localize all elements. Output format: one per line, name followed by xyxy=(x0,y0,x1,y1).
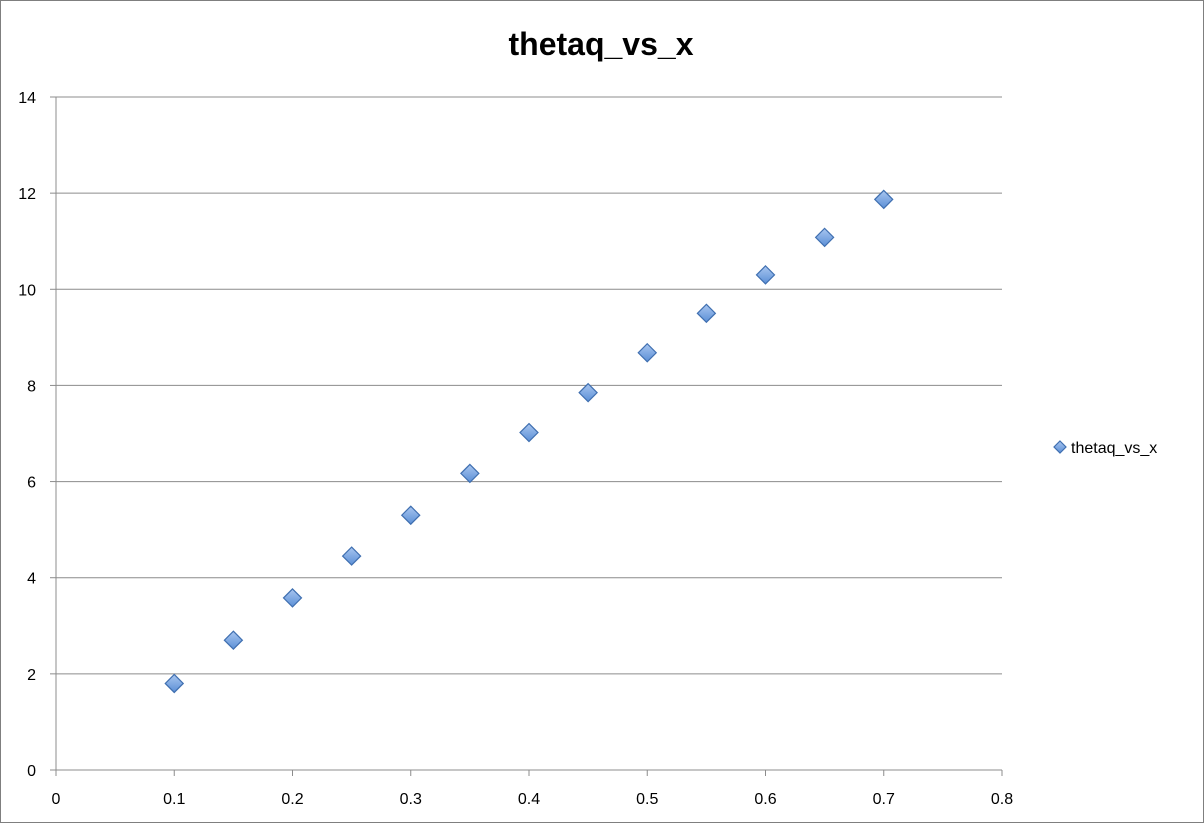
x-tick-label: 0.3 xyxy=(400,791,422,808)
x-tick-label: 0.8 xyxy=(991,791,1013,808)
y-tick-label: 2 xyxy=(27,667,36,684)
data-point xyxy=(696,303,717,324)
data-point xyxy=(164,673,185,694)
data-point xyxy=(637,342,658,363)
legend-label: thetaq_vs_x xyxy=(1071,440,1157,457)
x-tick-label: 0.7 xyxy=(873,791,895,808)
y-tick-label: 14 xyxy=(18,90,36,107)
y-tick-label: 8 xyxy=(27,378,36,395)
y-tick-label: 0 xyxy=(27,763,36,780)
y-tick-label: 12 xyxy=(18,186,36,203)
x-tick-label: 0.5 xyxy=(636,791,658,808)
data-point xyxy=(814,227,835,248)
y-tick-label: 6 xyxy=(27,475,36,492)
data-point xyxy=(519,422,539,443)
data-point xyxy=(460,463,480,484)
data-point xyxy=(400,505,421,526)
x-tick-label: 0.1 xyxy=(163,791,185,808)
data-point xyxy=(578,382,598,403)
data-point xyxy=(873,189,894,210)
data-point xyxy=(223,630,244,651)
data-point xyxy=(282,588,303,608)
y-tick-label: 4 xyxy=(27,571,36,588)
chart-title: thetaq_vs_x xyxy=(508,26,694,62)
y-tick-label: 10 xyxy=(18,282,36,299)
x-tick-label: 0.2 xyxy=(281,791,303,808)
x-tick-label: 0.6 xyxy=(754,791,776,808)
legend-marker xyxy=(1053,440,1067,454)
x-tick-label: 0 xyxy=(52,791,61,808)
x-tick-label: 0.4 xyxy=(518,791,540,808)
data-point xyxy=(341,546,362,566)
data-point xyxy=(755,265,776,285)
